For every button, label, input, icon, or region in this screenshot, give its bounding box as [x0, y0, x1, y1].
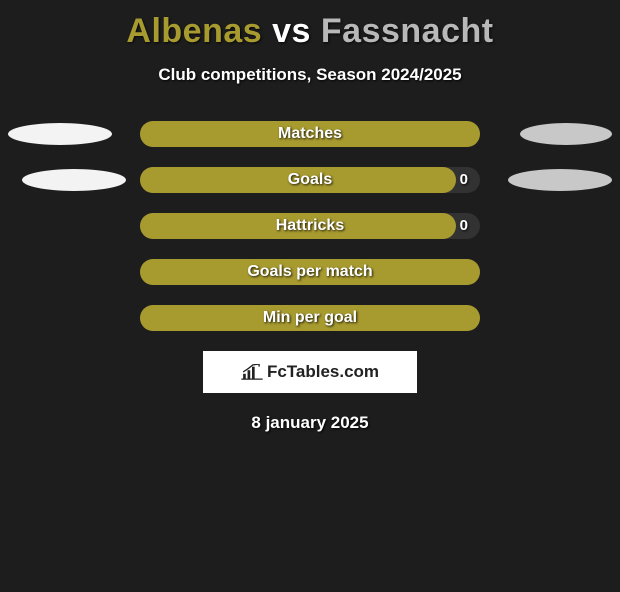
indicator-dot-right: [520, 123, 612, 145]
comparison-chart: Matches Goals0 Hattricks0 Goals per match Mi…: [0, 121, 620, 331]
date-label: 8 january 2025: [0, 413, 620, 433]
title-player1: Albenas: [126, 12, 262, 50]
logo: FcTables.com: [241, 362, 379, 382]
stat-row: Min per goal: [0, 305, 620, 331]
subtitle: Club competitions, Season 2024/2025: [0, 65, 620, 85]
indicator-dot-right: [508, 169, 612, 191]
logo-text: FcTables.com: [267, 362, 379, 382]
stat-label: Matches: [140, 121, 480, 147]
logo-box: FcTables.com: [203, 351, 417, 393]
title-player2: Fassnacht: [321, 12, 494, 50]
page-title: Albenas vs Fassnacht: [0, 12, 620, 51]
stat-row: Goals per match: [0, 259, 620, 285]
indicator-dot-left: [22, 169, 126, 191]
stat-row: Hattricks0: [0, 213, 620, 239]
stat-value-right: 0: [140, 213, 480, 239]
title-vs: vs: [272, 12, 311, 50]
bar-chart-icon: [241, 364, 263, 380]
stat-label: Min per goal: [140, 305, 480, 331]
stat-row: Matches: [0, 121, 620, 147]
indicator-dot-left: [8, 123, 112, 145]
stat-label: Goals per match: [140, 259, 480, 285]
stat-row: Goals0: [0, 167, 620, 193]
stat-value-right: 0: [140, 167, 480, 193]
